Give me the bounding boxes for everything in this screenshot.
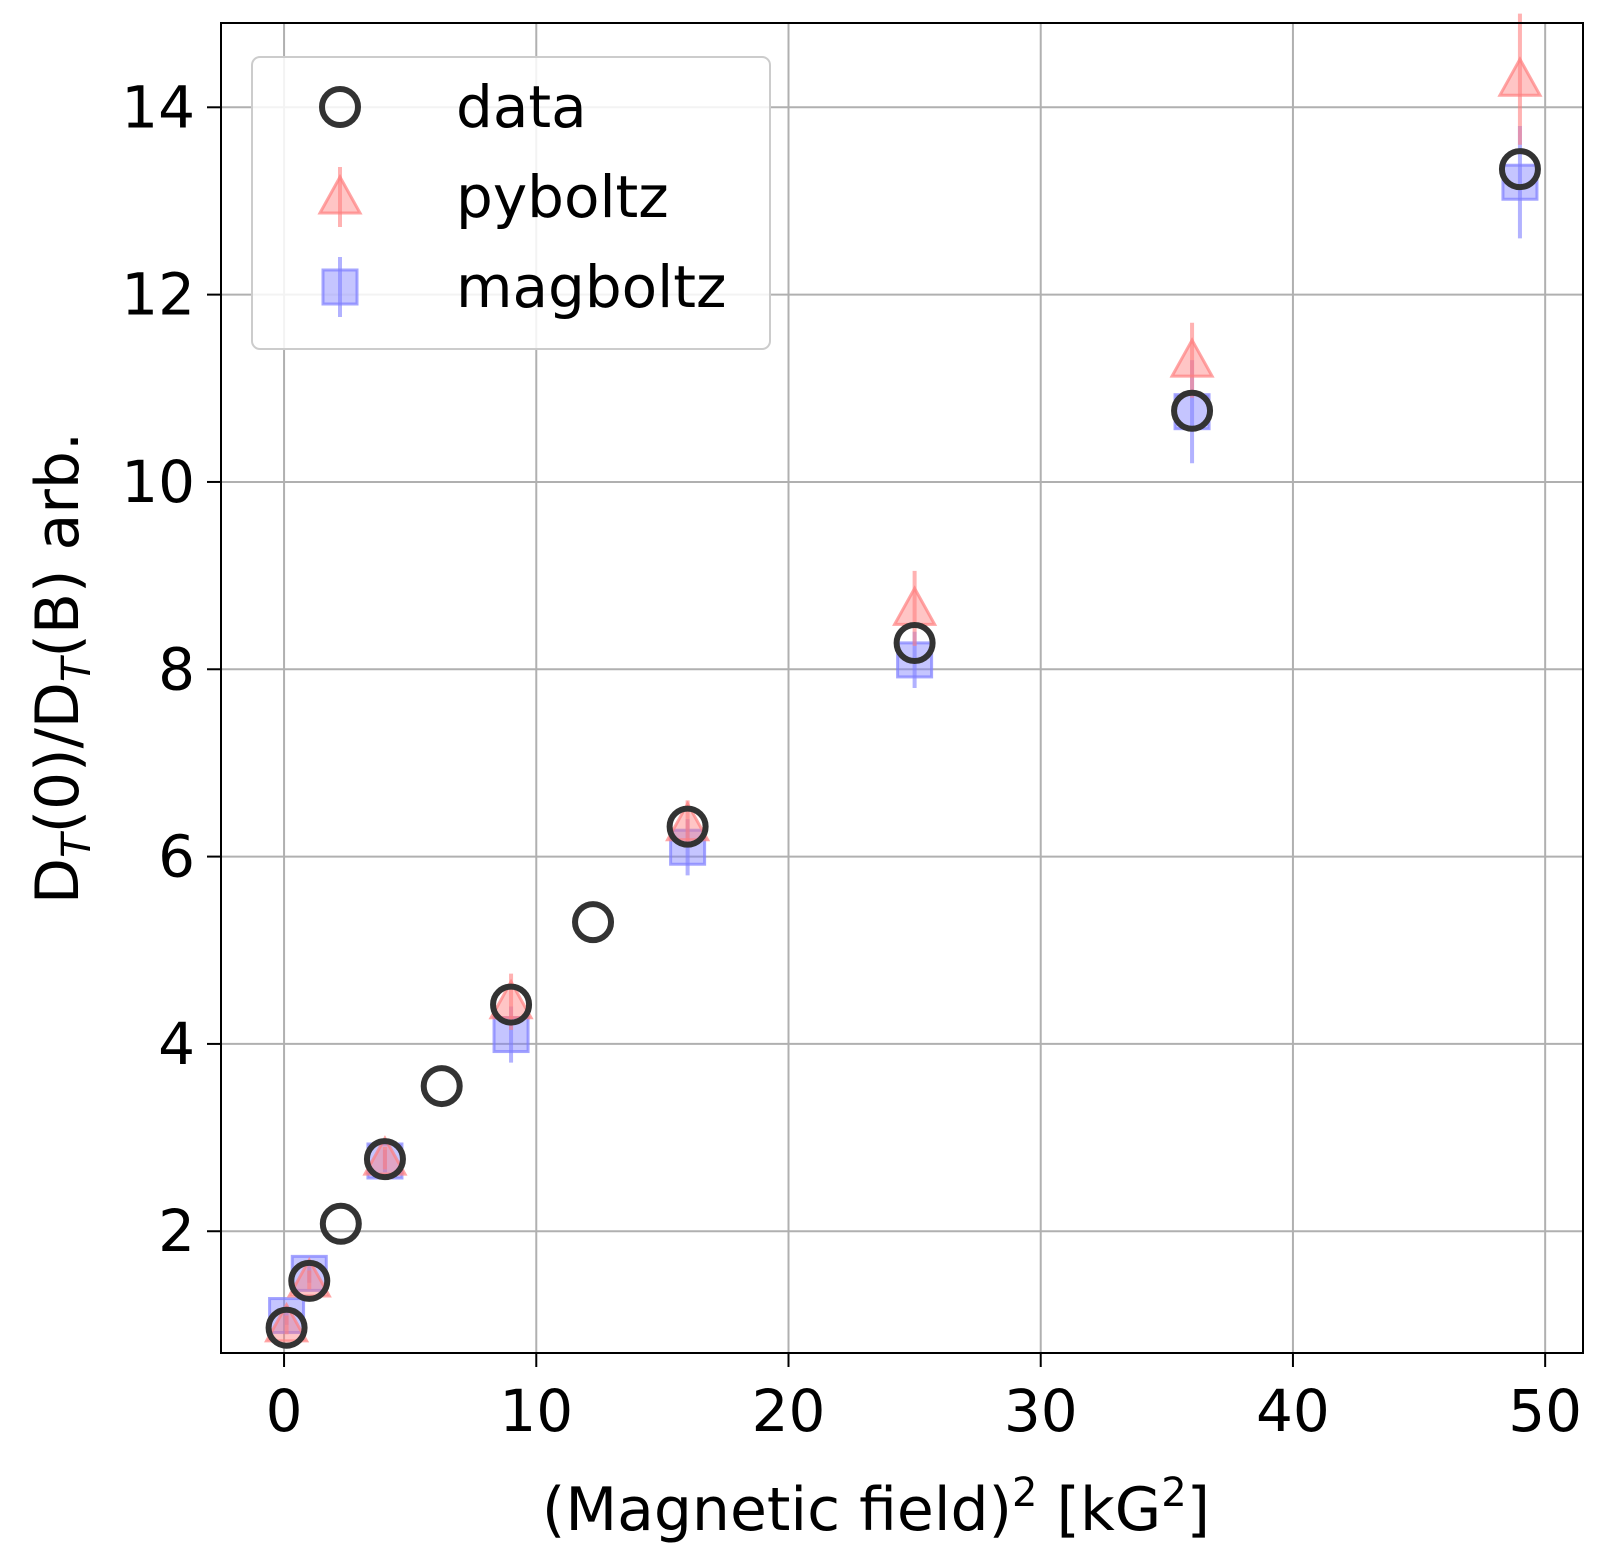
y-axis-label: DT(0)/DT(B) arb. (23, 432, 100, 904)
data-point (1498, 148, 1541, 191)
legend-entries: data pyboltz magboltz (317, 73, 726, 321)
data-point (893, 622, 936, 665)
x-tick-label: 30 (1004, 1377, 1078, 1445)
x-tick-label: 10 (499, 1377, 573, 1445)
x-axis-label-end: ] (1187, 1475, 1210, 1545)
plot-frame (220, 22, 1584, 1354)
data-point (1171, 389, 1214, 432)
y-tick-label: 6 (158, 823, 195, 891)
x-axis-label-unit-sup: 2 (1161, 1470, 1186, 1516)
x-axis-label: (Magnetic field)2 [kG2] (542, 1470, 1210, 1545)
data-point (265, 1306, 308, 1349)
y-axis-label-part1: D (23, 858, 93, 904)
x-ticks: 0 10 20 30 40 50 (266, 1353, 1582, 1445)
y-axis-label-part3: (B) arb. (23, 432, 93, 658)
legend-entry-pyboltz: pyboltz (317, 163, 669, 231)
legend-entry-magboltz: magboltz (321, 253, 726, 321)
series-pyboltz (264, 13, 1543, 1343)
x-tick-label: 50 (1508, 1377, 1582, 1445)
legend-marker (321, 268, 359, 306)
data-point (892, 585, 938, 626)
y-tick-label: 4 (158, 1010, 195, 1078)
data-point (363, 1138, 406, 1181)
y-tick-label: 14 (121, 73, 195, 141)
legend-label: data (456, 73, 587, 141)
legend-marker (319, 86, 361, 128)
legend-label: magboltz (456, 253, 726, 321)
y-axis-label-sub1: T (54, 830, 100, 858)
y-tick-label: 10 (121, 448, 195, 516)
series-marks (264, 13, 1543, 1349)
legend-label: pyboltz (456, 163, 669, 231)
x-tick-label: 20 (752, 1377, 826, 1445)
legend-entry-data: data (319, 73, 587, 141)
data-point (319, 1202, 362, 1245)
data-point (420, 1065, 463, 1108)
x-axis-label-unit: [kG (1037, 1475, 1161, 1545)
data-point (264, 1301, 310, 1343)
data-point (665, 800, 711, 842)
data-point (490, 983, 533, 1026)
y-ticks: 2 4 6 8 10 12 14 (121, 73, 221, 1265)
y-axis-label-sub2: T (54, 654, 100, 682)
legend-marker (317, 173, 363, 215)
data-point (288, 1259, 331, 1302)
x-tick-label: 40 (1256, 1377, 1330, 1445)
data-point (1169, 337, 1215, 378)
data-point (666, 805, 709, 848)
x-axis-label-main: (Magnetic field) (542, 1475, 1012, 1545)
series-data (265, 148, 1541, 1349)
y-tick-label: 8 (158, 635, 195, 703)
y-tick-label: 12 (121, 261, 195, 329)
data-point (488, 978, 534, 1020)
x-tick-label: 0 (266, 1377, 303, 1445)
y-tick-label: 2 (158, 1197, 195, 1265)
data-point (572, 901, 615, 944)
y-axis-label-part2: (0)/D (23, 682, 93, 833)
legend-box (251, 56, 771, 350)
data-point (1497, 56, 1543, 97)
legend: data pyboltz magboltz (251, 56, 771, 350)
x-axis-label-sup: 2 (1012, 1470, 1037, 1516)
